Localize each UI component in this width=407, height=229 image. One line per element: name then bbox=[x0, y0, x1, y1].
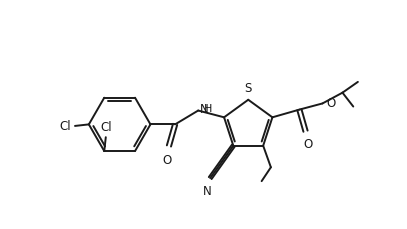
Text: N: N bbox=[203, 184, 212, 197]
Text: O: O bbox=[303, 138, 313, 151]
Text: O: O bbox=[163, 153, 172, 166]
Text: Cl: Cl bbox=[59, 120, 71, 133]
Text: Cl: Cl bbox=[100, 120, 112, 133]
Text: H: H bbox=[204, 104, 213, 114]
Text: N: N bbox=[200, 102, 208, 115]
Text: O: O bbox=[326, 97, 335, 110]
Text: S: S bbox=[245, 81, 252, 94]
